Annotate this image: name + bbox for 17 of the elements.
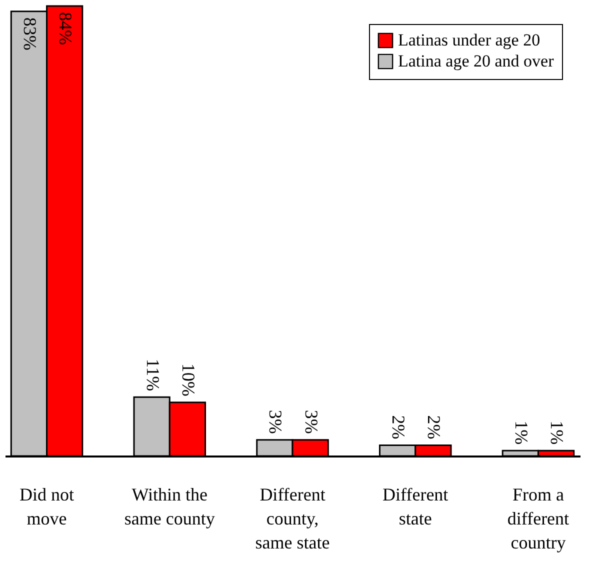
data-label: 83% xyxy=(20,17,40,50)
legend-label: Latina age 20 and over xyxy=(398,52,554,70)
data-label: 11% xyxy=(142,358,163,392)
x-tick-label: Did not move xyxy=(20,484,74,528)
x-tick-label: Within the same county xyxy=(124,484,215,528)
data-label: 3% xyxy=(266,410,286,434)
data-label: 2% xyxy=(424,415,444,440)
legend-label: Latinas under age 20 xyxy=(398,30,540,50)
data-label: 1% xyxy=(511,420,532,445)
data-label: 84% xyxy=(56,12,76,45)
data-label: 1% xyxy=(547,420,568,445)
x-tick-label: Different state xyxy=(382,484,448,528)
data-label: 3% xyxy=(301,410,322,434)
x-tick-label: Different county, same state xyxy=(255,484,330,552)
x-tick-label: From a different country xyxy=(507,484,570,552)
data-label: 10% xyxy=(178,363,198,396)
data-label: 2% xyxy=(388,415,409,440)
